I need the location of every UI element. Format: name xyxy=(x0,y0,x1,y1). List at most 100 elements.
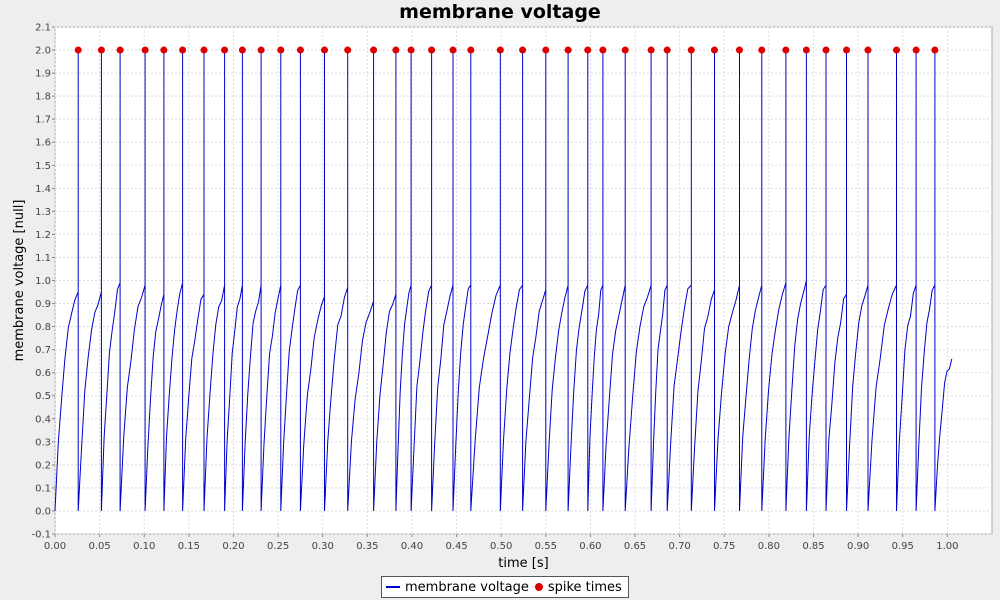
x-tick-label: 0.85 xyxy=(802,541,824,552)
y-tick-label: 0.6 xyxy=(35,368,51,379)
x-tick-label: 0.90 xyxy=(847,541,869,552)
membrane-voltage-line xyxy=(54,50,953,512)
spike-time-point xyxy=(116,46,124,54)
x-tick-label: 0.10 xyxy=(133,541,155,552)
y-tick-label: 0.7 xyxy=(35,345,51,356)
spike-time-point xyxy=(467,46,475,54)
x-tick-label: 0.15 xyxy=(178,541,200,552)
grid xyxy=(54,26,992,535)
y-tick-label: 1.8 xyxy=(35,92,51,103)
x-tick-label: 0.00 xyxy=(44,541,66,552)
spike-time-point xyxy=(542,46,550,54)
spike-time-point xyxy=(687,46,695,54)
spike-time-point xyxy=(97,46,105,54)
spike-time-point xyxy=(843,46,851,54)
spike-time-point xyxy=(599,46,607,54)
x-tick-label: 0.40 xyxy=(401,541,423,552)
x-tick-label: 0.45 xyxy=(445,541,467,552)
spike-time-point xyxy=(160,46,168,54)
spike-time-point xyxy=(663,46,671,54)
series-layer xyxy=(54,50,953,512)
spike-time-point xyxy=(621,46,629,54)
y-tick-label: 0.4 xyxy=(35,414,51,425)
spike-time-point xyxy=(584,46,592,54)
spike-time-point xyxy=(564,46,572,54)
spike-time-point xyxy=(320,46,328,54)
x-axis-ticks: 0.00 0.05 0.10 0.15 0.20 0.25 0.30 0.35 0.40 0.45… xyxy=(44,534,959,552)
x-tick-label: 0.20 xyxy=(222,541,244,552)
y-tick-label: 1.0 xyxy=(35,276,51,287)
spike-time-point xyxy=(407,46,415,54)
chart-title: membrane voltage xyxy=(399,1,601,23)
spike-time-point xyxy=(647,46,655,54)
y-tick-label: 0.2 xyxy=(35,460,51,471)
y-tick-label: -0.1 xyxy=(31,530,51,541)
y-tick-label: 1.9 xyxy=(35,69,51,80)
y-tick-label: 1.5 xyxy=(35,161,51,172)
spike-time-point xyxy=(392,46,400,54)
spike-time-point xyxy=(179,46,187,54)
y-axis-ticks: -0.1 0.0 0.1 0.2 0.3 0.4 0.5 0.6 0.7 0.8 0.9 1.0 1.1… xyxy=(31,23,55,541)
spike-time-point xyxy=(912,46,920,54)
spike-time-point xyxy=(782,46,790,54)
x-tick-label: 0.25 xyxy=(267,541,289,552)
y-tick-label: 1.3 xyxy=(35,207,51,218)
y-tick-label: 0.1 xyxy=(35,483,51,494)
y-tick-label: 0.8 xyxy=(35,322,51,333)
legend-line-swatch xyxy=(386,586,400,588)
spike-time-point xyxy=(428,46,436,54)
y-axis-label: membrane voltage [null] xyxy=(12,200,27,362)
spike-time-point xyxy=(221,46,229,54)
x-tick-label: 0.55 xyxy=(535,541,557,552)
y-tick-label: 0.5 xyxy=(35,391,51,402)
x-tick-label: 0.70 xyxy=(669,541,691,552)
spike-time-point xyxy=(758,46,766,54)
legend-item-spikes: spike times xyxy=(534,579,622,595)
x-tick-label: 0.30 xyxy=(312,541,334,552)
spike-time-point xyxy=(141,46,149,54)
legend-label-spikes: spike times xyxy=(547,579,622,595)
spike-time-point xyxy=(449,46,457,54)
spike-time-point xyxy=(864,46,872,54)
spike-time-point xyxy=(344,46,352,54)
y-tick-label: 0.3 xyxy=(35,437,51,448)
spike-time-point xyxy=(931,46,939,54)
spike-time-point xyxy=(296,46,304,54)
spike-time-point xyxy=(735,46,743,54)
legend-label-voltage: membrane voltage xyxy=(405,579,529,595)
y-tick-label: 1.6 xyxy=(35,138,51,149)
spike-time-point xyxy=(74,46,82,54)
x-tick-label: 1.00 xyxy=(936,541,958,552)
x-tick-label: 0.50 xyxy=(490,541,512,552)
spike-marker-layer xyxy=(74,46,939,54)
spike-time-point xyxy=(710,46,718,54)
spike-time-point xyxy=(802,46,810,54)
y-tick-label: 1.4 xyxy=(35,184,51,195)
x-tick-label: 0.75 xyxy=(713,541,735,552)
spike-time-point xyxy=(893,46,901,54)
spike-time-point xyxy=(822,46,830,54)
legend-dot-swatch xyxy=(534,583,543,591)
spike-time-point xyxy=(200,46,208,54)
spike-time-point xyxy=(519,46,527,54)
y-tick-label: 1.1 xyxy=(35,253,51,264)
x-tick-label: 0.60 xyxy=(579,541,601,552)
x-tick-label: 0.65 xyxy=(624,541,646,552)
x-tick-label: 0.95 xyxy=(892,541,914,552)
y-tick-label: 2.0 xyxy=(35,46,51,57)
x-axis-label: time [s] xyxy=(498,556,548,571)
x-tick-label: 0.35 xyxy=(356,541,378,552)
y-tick-label: 0.9 xyxy=(35,299,51,310)
legend-item-voltage: membrane voltage xyxy=(386,580,529,595)
spike-time-point xyxy=(238,46,246,54)
x-tick-label: 0.05 xyxy=(88,541,110,552)
y-tick-label: 2.1 xyxy=(35,23,51,34)
y-tick-label: 1.7 xyxy=(35,115,51,126)
legend: membrane voltage spike times xyxy=(381,576,629,598)
x-tick-label: 0.80 xyxy=(758,541,780,552)
y-tick-label: 0.0 xyxy=(35,506,51,517)
spike-time-point xyxy=(277,46,285,54)
spike-time-point xyxy=(496,46,504,54)
spike-time-point xyxy=(370,46,378,54)
